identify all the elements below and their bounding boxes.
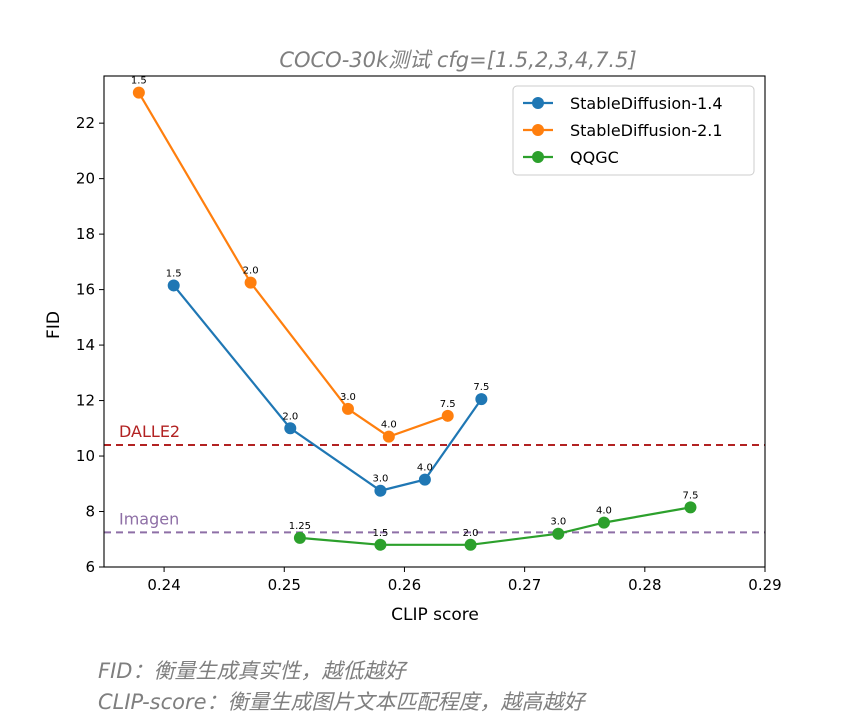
legend-marker-dot (532, 151, 544, 163)
series-group: 1.5 2.0 3.0 4.0 7.5 1.5 2.0 3.0 4.0 7.5 1.25 1.5 2.0… (131, 76, 699, 551)
legend-box (512, 85, 755, 176)
caption-fid: FID：衡量生成真实性，越低越好 (98, 659, 406, 683)
legend-entry-label: StableDiffusion-1.4 (570, 94, 723, 113)
y-tick-label: 10 (76, 447, 95, 465)
x-tick-label: 0.26 (388, 576, 421, 594)
x-tick-label: 0.28 (628, 576, 661, 594)
data-point (167, 279, 180, 292)
data-point (293, 531, 306, 544)
y-tick-label: 6 (85, 558, 95, 576)
data-label: 2.0 (463, 528, 479, 539)
data-point (284, 422, 297, 435)
series-line (299, 506, 691, 546)
data-label: 1.25 (289, 521, 311, 532)
data-point (374, 538, 387, 551)
data-label: 7.5 (683, 490, 699, 501)
data-label: 1.5 (372, 528, 388, 539)
y-tick-label: 8 (85, 503, 95, 521)
y-axis-label: FID (44, 311, 64, 339)
data-label: 4.0 (381, 420, 397, 431)
y-tick-label: 12 (76, 392, 95, 410)
data-label: 4.0 (417, 463, 433, 474)
data-label: 7.5 (440, 399, 456, 410)
data-label: 2.0 (243, 266, 259, 277)
data-point (341, 402, 354, 415)
legend: StableDiffusion-1.4 StableDiffusion-2.1 … (512, 85, 755, 176)
legend-marker-dot (532, 97, 544, 109)
y-tick-label: 18 (76, 225, 95, 243)
data-point (382, 430, 395, 443)
x-tick-label: 0.24 (147, 576, 180, 594)
y-tick-label: 22 (76, 114, 95, 132)
plot-frame (103, 75, 766, 568)
legend-entry-label: QQGC (570, 148, 619, 167)
reference-line-label: Imagen (119, 509, 179, 528)
data-point (418, 473, 431, 486)
caption-clip-score: CLIP-score：衡量生成图片文本匹配程度，越高越好 (98, 690, 585, 714)
legend-marker-dot (532, 124, 544, 136)
data-point (464, 538, 477, 551)
reference-lines: DALLE2 Imagen (104, 422, 765, 534)
data-point (552, 527, 565, 540)
x-tick-label: 0.29 (748, 576, 781, 594)
data-point (475, 393, 488, 406)
y-tick-label: 16 (76, 281, 95, 299)
data-label: 3.0 (340, 392, 356, 403)
data-label: 1.5 (131, 76, 147, 87)
legend-entry-label: StableDiffusion-2.1 (570, 121, 723, 140)
data-point (244, 276, 257, 289)
data-label: 1.5 (166, 268, 182, 279)
data-point (132, 86, 145, 99)
data-point (441, 409, 454, 422)
data-point (684, 501, 697, 514)
axes: 0.24 0.25 0.26 0.27 0.28 0.29 6 8 10 12 14 16 18 20 22 (76, 75, 782, 594)
data-label: 4.0 (596, 506, 612, 517)
x-axis-label: CLIP score (391, 605, 479, 625)
data-point (374, 484, 387, 497)
y-tick-label: 14 (76, 336, 95, 354)
x-tick-label: 0.25 (268, 576, 301, 594)
chart: COCO-30k测试 cfg=[1.5,2,3,4,7.5] DALLE2 Ima… (44, 48, 782, 625)
reference-line-label: DALLE2 (119, 422, 180, 441)
data-point (597, 516, 610, 529)
y-tick-label: 20 (76, 170, 95, 188)
data-label: 3.0 (550, 517, 566, 528)
data-label: 7.5 (473, 382, 489, 393)
x-tick-label: 0.27 (508, 576, 541, 594)
data-label: 2.0 (282, 411, 298, 422)
chart-title: COCO-30k测试 cfg=[1.5,2,3,4,7.5] (279, 48, 636, 72)
data-label: 3.0 (372, 474, 388, 485)
